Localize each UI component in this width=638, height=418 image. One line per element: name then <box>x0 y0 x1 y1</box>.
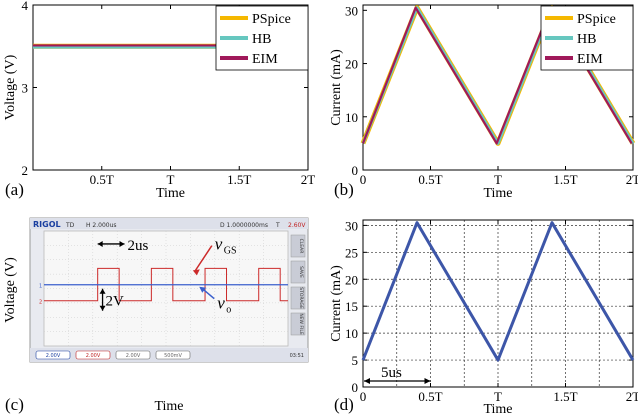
scope-menu-label: NEW FILE <box>298 313 304 335</box>
panel-a-legend-label: EIM <box>252 52 278 67</box>
panel-b-y-tick-label: 30 <box>345 3 358 18</box>
scope-delay: D 1.0000000ms <box>220 222 268 229</box>
vo-label-main: v <box>217 294 225 313</box>
scope-status: TD <box>65 222 75 229</box>
panel-b-legend-label: HB <box>577 32 596 47</box>
panel-d-x-axis-label: Time <box>483 402 512 417</box>
panel-d-y-tick-label: 10 <box>345 326 358 341</box>
panel-d-x-tick-label: 0.5T <box>418 389 442 404</box>
panel-d-y-tick-label: 25 <box>345 245 358 260</box>
scope-channel-scale: 2.00V <box>126 353 141 359</box>
scope-brand: RIGOL <box>33 220 61 229</box>
scope-timebase: H 2.000us <box>86 222 117 229</box>
scope-clock: 03:51 <box>290 353 304 359</box>
scope-ch2-marker: 2 <box>39 300 42 306</box>
panel-b-y-axis-label: Current (mA) <box>329 49 344 126</box>
annot-2us-label: 2us <box>128 238 149 254</box>
panel-a-label: (a) <box>5 180 24 199</box>
panel-b-y-tick-label: 20 <box>345 57 358 72</box>
panel-d-x-tick-label: 1.5T <box>553 389 577 404</box>
panel-a-x-tick-label: 0.5T <box>90 172 114 187</box>
panel-d-series-current <box>361 221 635 362</box>
panel-b-x-tick-label: 2T <box>626 172 638 187</box>
scope-menu-button <box>290 260 306 284</box>
vgs-arrow <box>194 245 213 272</box>
panel-b-legend-label: EIM <box>577 52 603 67</box>
panel-b-label: (b) <box>334 180 354 199</box>
scope-menu-button <box>290 234 306 258</box>
panel-b-y-tick-label: 0 <box>352 163 359 178</box>
scope-channel-scale: 2.00V <box>46 353 61 359</box>
scope-menu-label: STORAGE <box>298 287 304 309</box>
panel-d-y-tick-label: 0 <box>352 380 359 395</box>
scope-trigger-level: 2.60V <box>288 222 306 229</box>
panel-b-legend-label: PSpice <box>577 12 616 27</box>
panel-a: 0.5T T 1.5T 2T 2 3 4 PSpice HB EIM Voltage (V) Time… <box>3 0 315 201</box>
scope-menu-button <box>290 286 306 310</box>
scope-channel-box <box>35 350 71 360</box>
scope-channel-scale: 500mV <box>164 353 182 359</box>
scope-vgs-trace <box>44 267 288 302</box>
vgs-label-sub: GS <box>224 246 237 257</box>
panel-d-y-tick-label: 20 <box>345 272 358 287</box>
panel-a-y-tick-label: 3 <box>22 81 29 96</box>
vo-arrowhead <box>199 286 207 293</box>
panel-a-x-tick-label: 1.5T <box>227 172 251 187</box>
panel-a-y-axis-label: Voltage (V) <box>3 54 18 120</box>
scope-channel-box <box>155 350 191 360</box>
scope-top-bar <box>30 218 308 229</box>
panel-d-x-tick-label: 0 <box>360 389 367 404</box>
vo-label-sub: o <box>226 305 231 316</box>
panel-b-x-tick-label: T <box>494 172 502 187</box>
panel-a-y-tick-label: 2 <box>22 163 29 178</box>
panel-b-y-tick-label: 10 <box>345 110 358 125</box>
panel-a-legend-label: HB <box>252 32 271 47</box>
vgs-label-main: v <box>215 235 223 254</box>
panel-c: RIGOL TD H 2.000us D 1.0000000ms T 2.60V CLEAR… <box>3 217 309 414</box>
scope-ch1-marker: 1 <box>39 284 42 290</box>
scope-channel-scale: 2.00V <box>86 353 101 359</box>
vgs-arrowhead <box>192 269 200 276</box>
panel-a-legend-label: PSpice <box>252 12 291 27</box>
scope-trigger: T <box>275 222 280 229</box>
panel-d-y-axis-label: Current (mA) <box>329 265 344 342</box>
panel-d: 0 0.5T T 1.5T 2T 0 5 10 15 20 25 30 5us Current (mA) T… <box>329 218 638 417</box>
panel-d-y-tick-label: 15 <box>345 299 358 314</box>
panel-c-x-axis-label: Time <box>154 399 183 414</box>
panel-b: 0 0.5T T 1.5T 2T 0 10 20 30 PSpice HB EIM Current (m… <box>329 3 638 201</box>
panel-b-x-tick-label: 1.5T <box>553 172 577 187</box>
scope-menu-label: SAVE <box>298 266 304 278</box>
panel-b-x-axis-label: Time <box>483 186 512 201</box>
panel-a-x-axis-label: Time <box>156 186 185 201</box>
panel-c-y-axis-label: Voltage (V) <box>3 257 18 323</box>
annot-2v-arrowheads <box>99 288 106 311</box>
panel-d-label: (d) <box>334 395 354 414</box>
panel-b-x-tick-label: 0.5T <box>418 172 442 187</box>
scope-channel-box <box>75 350 111 360</box>
scope-menu-label: CLEAR <box>298 239 304 254</box>
panel-d-x-tick-label: 2T <box>626 389 638 404</box>
panel-b-x-tick-label: 0 <box>360 172 367 187</box>
panel-a-y-tick-label: 4 <box>22 0 29 13</box>
scope-menu-button <box>290 312 306 336</box>
panel-d-y-tick-label: 5 <box>352 353 359 368</box>
panel-a-x-tick-label: 2T <box>301 172 316 187</box>
panel-c-label: (c) <box>5 395 24 414</box>
annot-5us-label: 5us <box>381 365 402 381</box>
panel-a-x-tick-label: T <box>167 172 175 187</box>
annot-2v-label: 2V <box>106 294 125 310</box>
panel-d-y-tick-label: 30 <box>345 218 358 233</box>
panel-d-x-tick-label: T <box>494 389 502 404</box>
scope-channel-box <box>115 350 151 360</box>
